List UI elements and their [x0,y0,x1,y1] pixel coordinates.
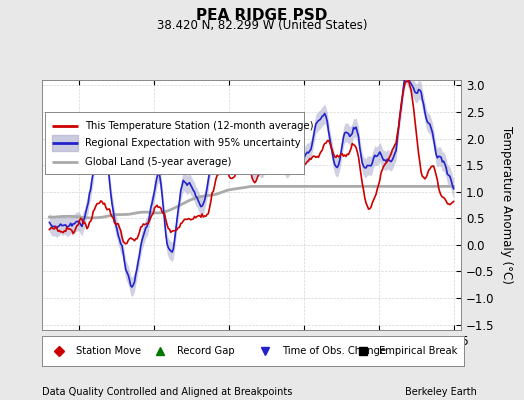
Text: 38.420 N, 82.299 W (United States): 38.420 N, 82.299 W (United States) [157,20,367,32]
Text: Station Move: Station Move [75,346,141,356]
Y-axis label: Temperature Anomaly (°C): Temperature Anomaly (°C) [500,126,513,284]
Text: Time of Obs. Change: Time of Obs. Change [282,346,387,356]
Text: Record Gap: Record Gap [177,346,235,356]
Text: Regional Expectation with 95% uncertainty: Regional Expectation with 95% uncertaint… [85,138,300,148]
Text: PEA RIDGE PSD: PEA RIDGE PSD [196,8,328,23]
Text: Empirical Break: Empirical Break [379,346,458,356]
Text: This Temperature Station (12-month average): This Temperature Station (12-month avera… [85,121,313,131]
Text: Data Quality Controlled and Aligned at Breakpoints: Data Quality Controlled and Aligned at B… [42,387,292,397]
Text: Global Land (5-year average): Global Land (5-year average) [85,157,231,167]
Text: Berkeley Earth: Berkeley Earth [405,387,477,397]
